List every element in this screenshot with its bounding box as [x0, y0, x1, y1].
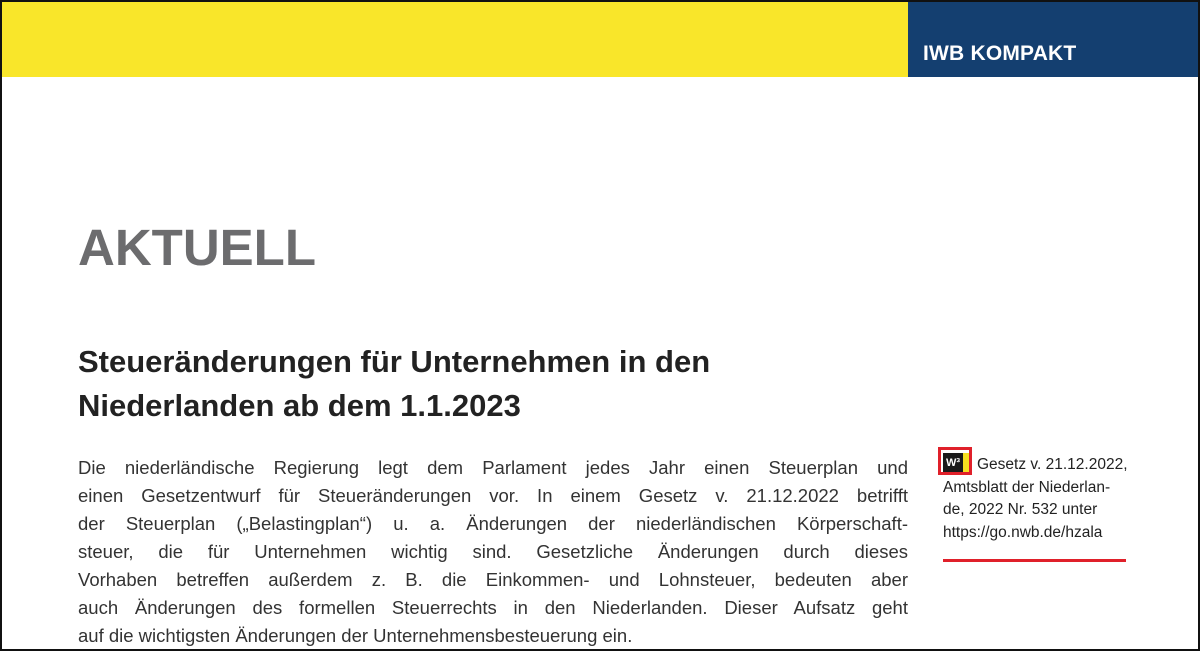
sidenote-line: Gesetz v. 21.12.2022,	[977, 456, 1128, 473]
header-badge-label: IWB KOMPAKT	[923, 42, 1077, 65]
link-highlight-underline	[943, 559, 1126, 562]
title-line: Steueränderungen für Unternehmen in den	[78, 344, 711, 379]
body-line: der Steuerplan („Belastingplan“) u. a. Ä…	[78, 513, 908, 534]
body-line: steuer, die für Unternehmen wichtig sind…	[78, 541, 908, 562]
highlight-box	[938, 447, 972, 475]
nwb-w3-link-icon[interactable]: W³	[938, 447, 972, 475]
sidenote-line: Amtsblatt der Niederlan-	[943, 478, 1111, 496]
sidenote-line: de, 2022 Nr. 532 unter	[943, 501, 1098, 518]
header-band	[2, 2, 908, 77]
body-line: auf die wichtigsten Änderungen der Unter…	[78, 625, 633, 646]
article-title: Steueränderungen für Unternehmen in den …	[78, 340, 710, 428]
body-line: auch Änderungen des formellen Steuerrech…	[78, 597, 908, 618]
section-label: AKTUELL	[78, 219, 316, 276]
header-badge: IWB KOMPAKT	[908, 2, 1198, 77]
article-body: Die niederländische Regierung legt dem P…	[78, 454, 908, 649]
sidenote-link[interactable]: https://go.nwb.de/hzala	[943, 523, 1103, 541]
title-line: Niederlanden ab dem 1.1.2023	[78, 388, 521, 423]
body-line: Die niederländische Regierung legt dem P…	[78, 457, 908, 478]
body-line: Vorhaben betreffen außerdem z. B. die Ei…	[78, 569, 908, 590]
sidenote: W³ Gesetz v. 21.12.2022, Amtsblatt der N…	[938, 447, 1133, 544]
body-line: einen Gesetzentwurf für Steueränderungen…	[78, 485, 908, 506]
